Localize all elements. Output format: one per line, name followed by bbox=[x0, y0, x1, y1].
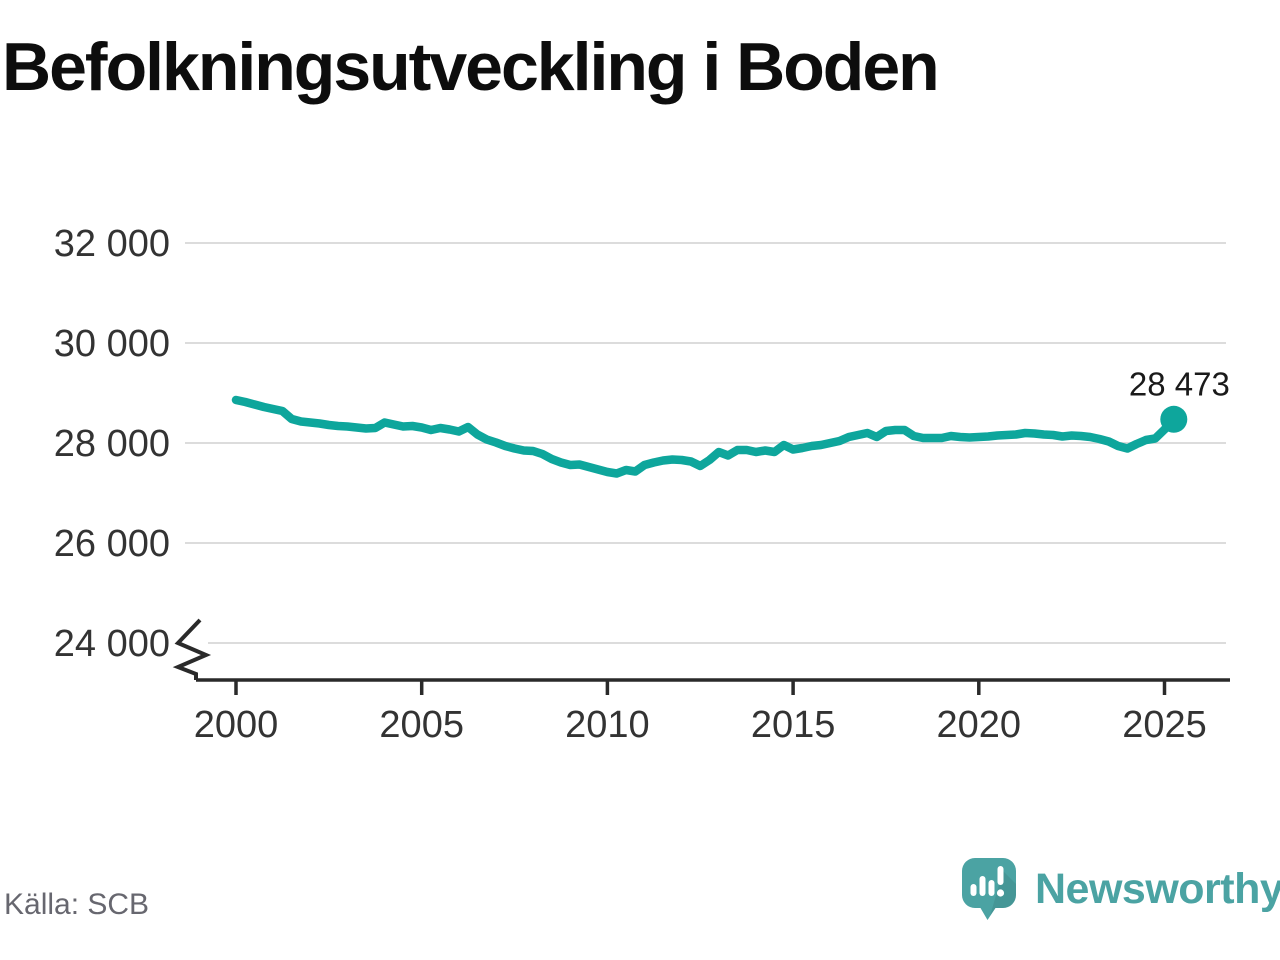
source-label: Källa: SCB bbox=[4, 888, 150, 921]
axis-break-icon bbox=[172, 618, 212, 680]
x-tick-label: 2005 bbox=[379, 704, 464, 746]
newsworthy-logo-icon bbox=[962, 858, 1016, 920]
logo-exclamation-bar bbox=[997, 866, 1004, 885]
logo-exclamation-dot bbox=[996, 889, 1005, 897]
y-tick-label: 30 000 bbox=[54, 323, 170, 365]
y-tick-label: 32 000 bbox=[54, 223, 170, 265]
x-tick-label: 2010 bbox=[565, 704, 650, 746]
newsworthy-wordmark: Newsworthy bbox=[1035, 864, 1280, 913]
population-line bbox=[231, 395, 1179, 478]
newsworthy-logo: Newsworthy bbox=[962, 858, 1280, 920]
chart-title: Befolkningsutveckling i Boden bbox=[2, 29, 940, 105]
x-tick-label: 2015 bbox=[751, 704, 836, 746]
x-tick-label: 2000 bbox=[194, 704, 279, 746]
y-tick-label: 28 000 bbox=[54, 423, 170, 465]
logo-bar-medium bbox=[988, 880, 995, 896]
logo-bar-small bbox=[970, 884, 977, 896]
last-point-marker bbox=[1160, 405, 1188, 433]
x-tick-label: 2025 bbox=[1122, 704, 1207, 746]
y-tick-label: 24 000 bbox=[54, 623, 170, 665]
last-value-label: 28 473 bbox=[1129, 365, 1230, 402]
y-tick-label: 26 000 bbox=[54, 523, 170, 565]
logo-bar-tall bbox=[979, 876, 986, 896]
x-tick-label: 2020 bbox=[937, 704, 1022, 746]
line-chart: 32 000 30 000 28 000 26 000 24 000 2000 2005 20… bbox=[54, 223, 1230, 746]
